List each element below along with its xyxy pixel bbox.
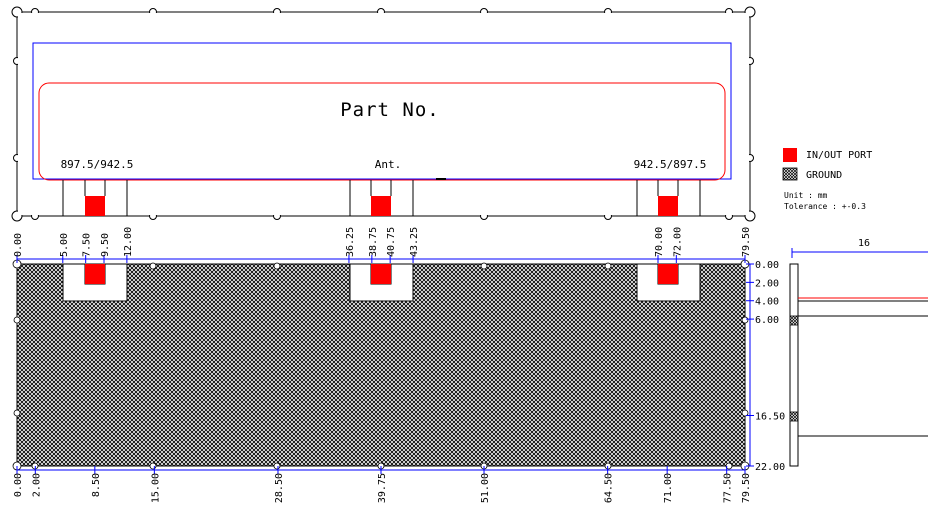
dimension-label: 6.00 [755,315,779,326]
dimension-label: 28.50 [274,473,285,503]
dimension-label: 15.00 [150,473,161,503]
side-view: 16 [789,238,928,467]
top-ports [85,196,678,216]
dimension-label: 79.50 [741,227,752,257]
left-port-label: 897.5/942.5 [61,158,134,171]
dimension-label: 43.25 [409,227,420,257]
dimension-label: 5.00 [59,233,70,257]
dimension-label: 0.00 [755,260,779,271]
top-view: Part No. 897.5/942.5 Ant. 942.5/897.5 [11,6,756,222]
dimension-label: 9.50 [100,233,111,257]
dimension-label: 77.50 [723,473,734,503]
ground-swatch [782,167,798,181]
unit-label: Unit : mm [784,191,828,200]
right-dimension-labels: 0.00 2.00 4.00 6.00 16.50 22.00 [746,260,785,473]
dimension-label: 2.00 [755,278,779,289]
tolerance-label: Tolerance : +-0.3 [784,202,866,211]
dimension-label: 64.50 [604,473,615,503]
dimension-label: 4.00 [755,297,779,308]
top-dimension-labels: 0.00 5.00 7.50 9.50 12.00 36.25 38.75 40.75 43.2… [13,227,752,263]
in-out-port-swatch [783,148,797,162]
bottom-dimension-labels: 0.00 2.00 8.50 15.00 28.50 39.75 51.00 64.50 71.… [13,466,752,503]
bottom-ports [85,264,678,284]
dimension-label: 0.00 [13,473,24,497]
dimension-label: 12.00 [123,227,134,257]
label-area [38,82,726,181]
dimension-label: 40.75 [386,227,397,257]
bottom-view: 0.00 5.00 7.50 9.50 12.00 36.25 38.75 40.75 43.2… [12,227,785,503]
side-width-label: 16 [858,238,870,249]
dimension-label: 7.50 [82,233,93,257]
dimension-label: 0.00 [13,233,24,257]
dimension-label: 8.50 [91,473,102,497]
right-port-label: 942.5/897.5 [634,158,707,171]
part-number-label: Part No. [340,99,440,121]
in-out-port-label: IN/OUT PORT [806,150,872,161]
dimension-label: 72.00 [672,227,683,257]
ant-port-label: Ant. [375,158,402,171]
dimension-label: 2.00 [31,473,42,497]
blue-outline [32,42,732,180]
dimension-label: 51.00 [480,473,491,503]
dimension-label: 71.00 [663,473,674,503]
side-pcb [789,263,799,467]
top-port-slots [62,180,701,216]
dimension-label: 36.25 [345,227,356,257]
dimension-label: 79.50 [741,473,752,503]
dimension-label: 22.00 [755,462,785,473]
dimension-label: 70.00 [654,227,665,257]
ground-label: GROUND [806,170,842,181]
legend: IN/OUT PORT GROUND Unit : mm Tolerance :… [782,148,872,211]
dimension-label: 38.75 [368,227,379,257]
dimension-label: 39.75 [377,473,388,503]
dimension-label: 16.50 [755,412,785,423]
